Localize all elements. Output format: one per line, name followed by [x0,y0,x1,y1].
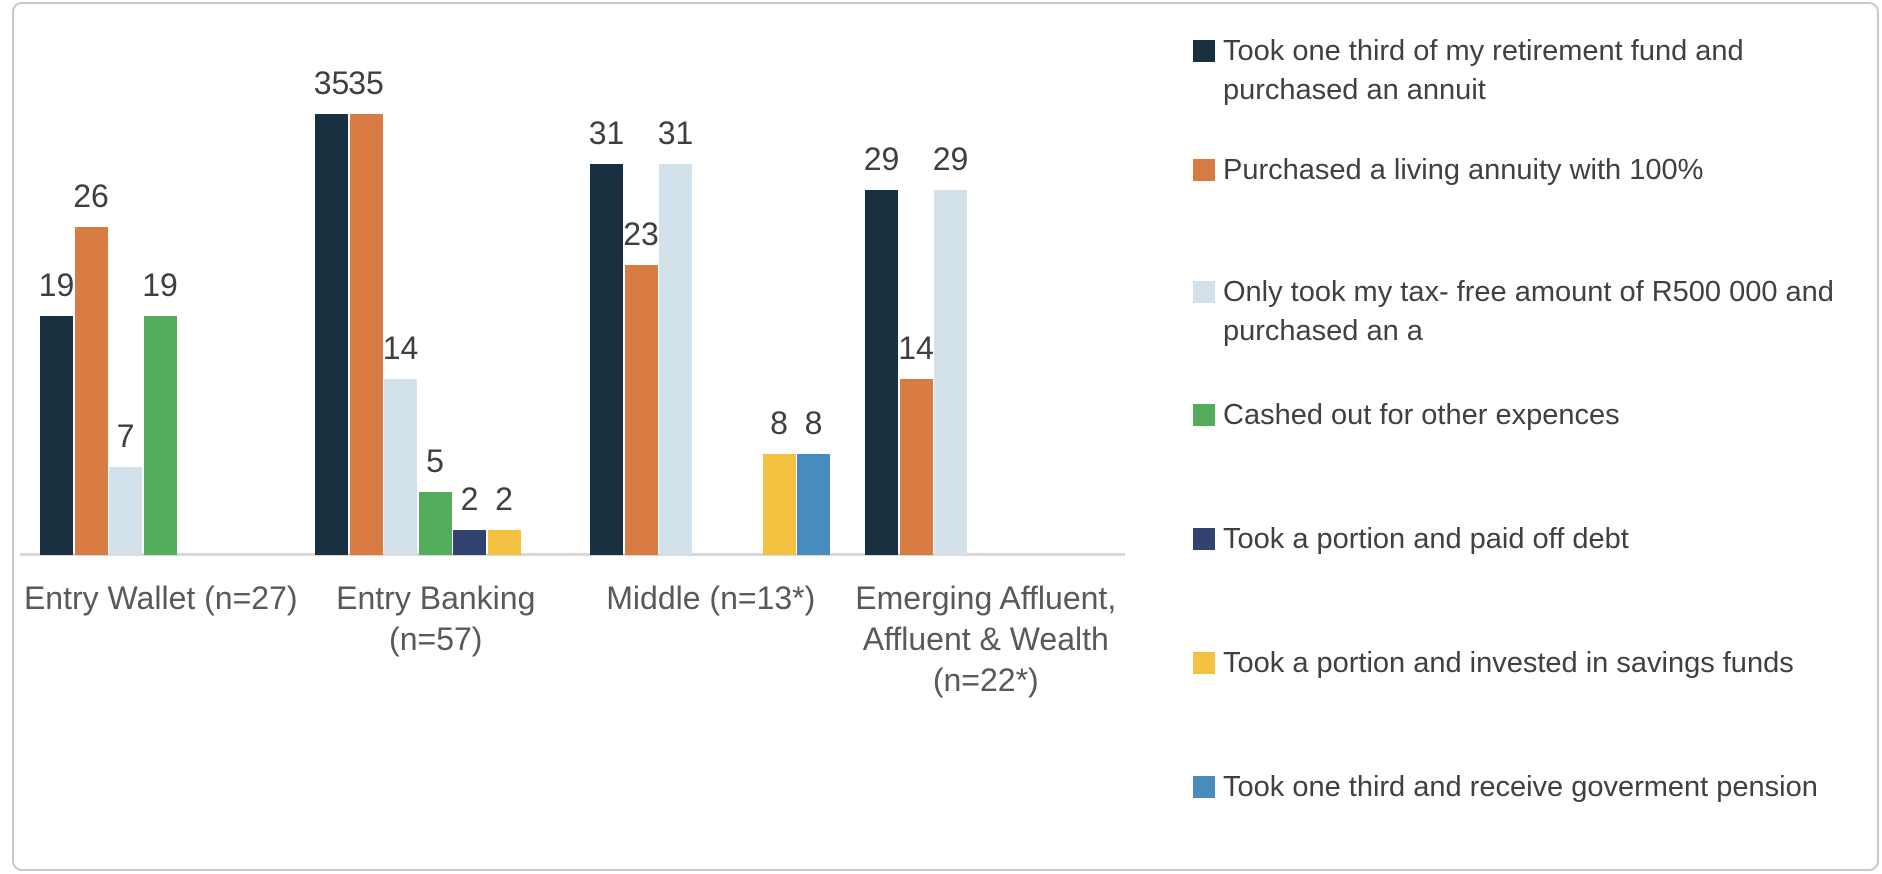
bar-series2-cat2[interactable] [349,114,383,555]
bar-series3-cat3[interactable] [659,164,692,555]
legend-item-5[interactable]: Took a portion and paid off debt [1193,520,1629,559]
chart-legend: Took one third of my retirement fund and… [1193,0,1882,874]
legend-item-6[interactable]: Took a portion and invested in savings f… [1193,644,1794,683]
legend-item-label: Purchased a living annuity with 100% [1223,154,1704,186]
legend-item-label: Took one third of my retirement fund and… [1223,35,1744,106]
legend-item-3[interactable]: Only took my tax- free amount of R500 00… [1193,273,1863,351]
bar-value-label: 26 [73,178,109,214]
bar-value-label: 2 [495,481,513,517]
bar-series5-cat2[interactable] [453,530,486,555]
legend-item-label: Took a portion and invested in savings f… [1223,647,1794,679]
legend-swatch-icon [1193,404,1215,426]
bar-series1-cat4[interactable] [865,190,898,555]
bar-value-label: 14 [382,330,419,366]
bar-series4-cat1[interactable] [143,316,177,555]
legend-item-7[interactable]: Took one third and receive goverment pen… [1193,768,1818,807]
bar-chart-plot: 19 35 31 29 26 35 23 14 7 14 31 29 19 5 2 2 8 8 Entry Wall… [20,65,1125,698]
legend-item-label: Took a portion and paid off debt [1223,523,1629,555]
legend-swatch-icon [1193,776,1215,798]
bar-series1-cat3[interactable] [590,164,623,555]
bar-series3-cat2[interactable] [384,379,417,555]
bar-value-label: 35 [348,65,384,101]
bar-series7-cat3[interactable] [797,454,830,555]
bar-value-label: 19 [38,267,75,303]
legend-swatch-icon [1193,159,1215,181]
legend-item-4[interactable]: Cashed out for other expences [1193,396,1620,435]
bar-value-label: 19 [142,267,178,303]
bar-series2-cat1[interactable] [74,227,108,555]
bar-series3-cat1[interactable] [109,467,142,555]
bar-value-label: 31 [588,115,625,151]
bar-value-label: 7 [116,418,135,454]
bar-value-label: 35 [313,65,350,101]
bar-series1-cat2[interactable] [315,114,348,555]
bar-value-label: 14 [898,330,934,366]
legend-item-label: Only took my tax- free amount of R500 00… [1223,276,1834,347]
legend-swatch-icon [1193,281,1215,303]
x-axis-line [20,553,1125,556]
bar-value-label: 29 [932,141,969,177]
bar-value-label: 31 [657,115,694,151]
legend-item-label: Took one third and receive goverment pen… [1223,771,1818,803]
category-axis-label: Emerging Affluent, Affluent & Wealth (n=… [855,580,1117,698]
bar-series4-cat2[interactable] [418,492,452,555]
bar-value-label: 29 [863,141,900,177]
bar-value-label: 8 [770,405,788,441]
category-axis-label: Middle (n=13*) [606,580,816,616]
bar-value-label: 23 [623,216,659,252]
bar-series6-cat2[interactable] [487,530,521,555]
bar-series2-cat4[interactable] [899,379,933,555]
legend-swatch-icon [1193,652,1215,674]
bar-value-label: 5 [426,443,444,479]
bar-series3-cat4[interactable] [934,190,967,555]
bar-value-label: 8 [804,405,823,441]
category-axis-label: Entry Banking (n=57) [336,580,536,657]
legend-item-2[interactable]: Purchased a living annuity with 100% [1193,151,1703,190]
bar-value-label: 2 [460,481,479,517]
legend-swatch-icon [1193,528,1215,550]
legend-swatch-icon [1193,40,1215,62]
legend-item-1[interactable]: Took one third of my retirement fund and… [1193,32,1863,110]
legend-item-label: Cashed out for other expences [1223,399,1620,431]
bar-series2-cat3[interactable] [624,265,658,555]
bar-series6-cat3[interactable] [762,454,796,555]
bar-series1-cat1[interactable] [40,316,73,555]
category-axis-label: Entry Wallet (n=27) [23,580,298,616]
